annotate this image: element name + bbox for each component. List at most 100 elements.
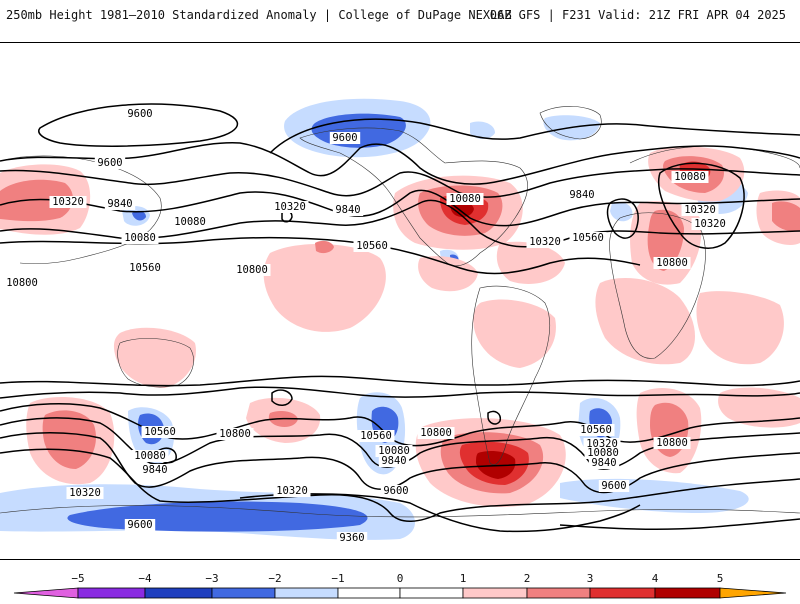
colorbar-tick-label: 5 bbox=[717, 572, 724, 585]
colorbar-tick-label: −2 bbox=[268, 572, 281, 585]
contour-label-background bbox=[141, 426, 179, 438]
contour-9360 bbox=[239, 493, 641, 533]
contour-label-background bbox=[691, 218, 729, 230]
contour-label-background bbox=[653, 257, 691, 269]
contour-label: 10800 bbox=[656, 437, 688, 449]
contour-label-background bbox=[566, 189, 598, 201]
colorbar-tick-label: 4 bbox=[652, 572, 659, 585]
contour-label: 9360 bbox=[339, 532, 364, 544]
contour-label-background bbox=[49, 196, 87, 208]
contour-label-background bbox=[273, 485, 311, 497]
anomaly-pos-south-america bbox=[473, 299, 556, 368]
contour-9840 bbox=[0, 142, 800, 185]
contour-label: 10320 bbox=[276, 485, 308, 497]
contour-label-background bbox=[121, 232, 159, 244]
colorbar-tick-label: 1 bbox=[460, 572, 467, 585]
contour-label: 10800 bbox=[656, 257, 688, 269]
contour-label: 10800 bbox=[219, 428, 251, 440]
anomaly-pos-africa-south bbox=[595, 278, 695, 365]
contour-label: 10560 bbox=[144, 426, 176, 438]
contour-label: 10320 bbox=[694, 218, 726, 230]
colorbar-swatch bbox=[144, 587, 213, 599]
colorbar-swatch bbox=[337, 587, 401, 599]
colorbar-swatch bbox=[589, 587, 656, 599]
colorbar-tick-label: −5 bbox=[71, 572, 84, 585]
colorbar-swatches bbox=[13, 587, 787, 599]
anomaly-pos-indian-ocean bbox=[696, 291, 784, 365]
coast-antarctica bbox=[0, 505, 800, 518]
map-canvas: 9600 9600 9600 9840 9840 10080 10080 10080 10080… bbox=[0, 98, 800, 544]
contour-label-background bbox=[66, 487, 104, 499]
colorbar-swatch-left-arrow bbox=[13, 587, 79, 599]
contour-label: 10080 bbox=[378, 445, 410, 457]
contour-9600-south bbox=[0, 448, 800, 522]
contour-label-background bbox=[584, 447, 622, 459]
contour-label: 9840 bbox=[335, 204, 360, 216]
contour-label-background bbox=[94, 157, 126, 169]
contour-10800-south bbox=[0, 375, 800, 387]
model-run-info: 06Z GFS | F231 Valid: 21Z FRI APR 04 202… bbox=[489, 8, 786, 22]
header: 250mb Height 1981–2010 Standardized Anom… bbox=[0, 0, 800, 40]
colorbar-tick-labels: −5 −4 −3 −2 −1 0 1 2 3 4 5 bbox=[71, 572, 723, 585]
contour-label-background bbox=[417, 427, 455, 439]
colorbar-swatch bbox=[77, 587, 146, 599]
contour-label: 10800 bbox=[420, 427, 452, 439]
anomaly-pos-pacific-tropics bbox=[263, 243, 386, 332]
colorbar-swatch-right-arrow bbox=[719, 587, 787, 599]
contour-label: 10080 bbox=[674, 171, 706, 183]
colorbar-canvas: −5 −4 −3 −2 −1 0 1 2 3 4 5 bbox=[13, 572, 787, 599]
contour-label-background bbox=[104, 198, 136, 210]
contour-label: 10560 bbox=[360, 430, 392, 442]
contour-label: 10560 bbox=[572, 232, 604, 244]
colorbar-tick-label: 0 bbox=[397, 572, 404, 585]
colorbar-swatch bbox=[399, 587, 464, 599]
contour-label: 10560 bbox=[129, 262, 161, 274]
contour-label: 9600 bbox=[97, 157, 122, 169]
colorbar-tick-label: −4 bbox=[138, 572, 152, 585]
coast-south-america bbox=[471, 285, 551, 466]
map-title: 250mb Height 1981–2010 Standardized Anom… bbox=[6, 8, 512, 22]
contour-9600-polar bbox=[269, 118, 800, 154]
anomaly-pos-atlantic-mid bbox=[496, 241, 565, 284]
contour-label: 9840 bbox=[107, 198, 132, 210]
contour-label: 9840 bbox=[569, 189, 594, 201]
contour-label-background bbox=[598, 480, 630, 492]
contour-label-background bbox=[124, 108, 156, 120]
colorbar-tick-label: −3 bbox=[205, 572, 218, 585]
contour-label: 9600 bbox=[127, 519, 152, 531]
anomaly-pos-south-pacific-west-core bbox=[42, 410, 96, 469]
colorbar: −5 −4 −3 −2 −1 0 1 2 3 4 5 bbox=[0, 568, 800, 600]
contour-label: 10080 bbox=[124, 232, 156, 244]
contour-label: 9600 bbox=[383, 485, 408, 497]
coast-greenland bbox=[539, 106, 602, 140]
contour-europe-loop bbox=[658, 162, 745, 249]
contour-9600-north-loop bbox=[38, 103, 239, 147]
anomaly-pos-south-indian-east bbox=[718, 387, 800, 428]
contour-10320 bbox=[0, 189, 800, 227]
contour-labels: 9600 9600 9600 9840 9840 10080 10080 10080 10080… bbox=[3, 108, 729, 544]
contour-label-background bbox=[577, 424, 615, 436]
contour-label: 10320 bbox=[684, 204, 716, 216]
contour-label: 10320 bbox=[529, 236, 561, 248]
contour-label: 10560 bbox=[580, 424, 612, 436]
contour-label: 10320 bbox=[52, 196, 84, 208]
contour-label-background bbox=[233, 264, 271, 276]
contour-chile-small-loop bbox=[487, 410, 502, 425]
contour-austral-small-loop bbox=[271, 389, 293, 406]
contour-label: 9840 bbox=[142, 464, 167, 476]
anomaly-pos-pacific-small bbox=[315, 240, 334, 254]
colorbar-tick-label: 3 bbox=[587, 572, 594, 585]
contour-10560-south bbox=[0, 386, 800, 399]
contour-label: 10800 bbox=[6, 277, 38, 289]
contour-label: 9840 bbox=[591, 457, 616, 469]
contour-label: 10080 bbox=[449, 193, 481, 205]
contour-label: 9600 bbox=[332, 132, 357, 144]
coast-north-america bbox=[299, 127, 528, 267]
contour-label: 10320 bbox=[69, 487, 101, 499]
contour-label-background bbox=[131, 450, 169, 462]
contour-label-background bbox=[271, 201, 309, 213]
anomaly-map: 9600 9600 9600 9840 9840 10080 10080 10080 10080… bbox=[0, 42, 800, 560]
contour-label-background bbox=[336, 532, 368, 544]
contour-label-background bbox=[332, 204, 364, 216]
anomaly-neg-canada bbox=[470, 121, 495, 139]
